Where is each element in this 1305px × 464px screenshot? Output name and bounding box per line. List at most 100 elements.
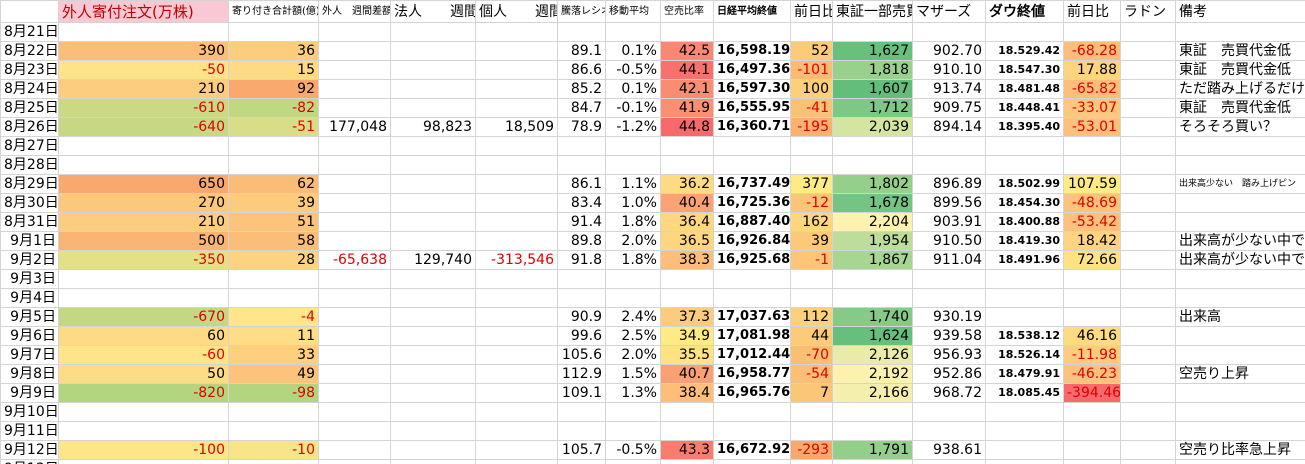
date-cell: 8月21日 (0, 22, 59, 42)
value-cell: 1.8% (605, 250, 661, 270)
value-cell (605, 421, 661, 441)
value-cell: -670 (58, 307, 229, 327)
data-row: 9月11日 (0, 421, 1305, 441)
value-cell: 44.8 (660, 117, 714, 137)
value-cell (1063, 459, 1121, 464)
value-cell: -53.42 (1063, 212, 1121, 232)
remark-cell (1175, 193, 1305, 213)
value-cell (475, 212, 558, 232)
value-cell: -65.82 (1063, 79, 1121, 99)
value-cell (318, 136, 391, 156)
value-cell (985, 155, 1064, 175)
value-cell (475, 459, 558, 464)
value-cell: 16,360.71 (713, 117, 791, 137)
value-cell (790, 269, 833, 289)
value-cell (605, 288, 661, 308)
value-cell (832, 459, 913, 464)
value-cell (912, 136, 986, 156)
value-cell (318, 364, 391, 384)
value-cell: 2.4% (605, 307, 661, 327)
value-cell (912, 459, 986, 464)
value-cell: 39 (228, 193, 319, 213)
remark-cell: 出来高 (1175, 307, 1305, 327)
value-cell (58, 459, 229, 464)
value-cell (390, 288, 476, 308)
value-cell: 18.547.30 (985, 60, 1064, 80)
value-cell (790, 402, 833, 422)
value-cell: 16,887.40 (713, 212, 791, 232)
value-cell (318, 459, 391, 464)
value-cell: 16,555.95 (713, 98, 791, 118)
value-cell: 1.3% (605, 383, 661, 403)
value-cell: 1,607 (832, 79, 913, 99)
remark-cell (1175, 212, 1305, 232)
value-cell (318, 79, 391, 99)
value-cell: 2,126 (832, 345, 913, 365)
remark-cell (1175, 288, 1305, 308)
value-cell: -313,546 (475, 250, 558, 270)
data-row: 9月4日 (0, 288, 1305, 308)
value-cell (390, 136, 476, 156)
value-cell: 177,048 (318, 117, 391, 137)
value-cell: -51 (228, 117, 319, 137)
value-cell (985, 440, 1064, 460)
value-cell (790, 459, 833, 464)
value-cell (1120, 383, 1176, 403)
value-cell: 83.4 (557, 193, 606, 213)
value-cell (58, 155, 229, 175)
value-cell: 36.4 (660, 212, 714, 232)
value-cell (475, 174, 558, 194)
date-cell: 9月5日 (0, 307, 59, 327)
value-cell (475, 41, 558, 61)
value-cell: 2,166 (832, 383, 913, 403)
date-cell: 8月22日 (0, 41, 59, 61)
value-cell: 38.3 (660, 250, 714, 270)
value-cell: 91.8 (557, 250, 606, 270)
remark-cell: 東証 売買代金低 (1175, 41, 1305, 61)
value-cell (832, 136, 913, 156)
value-cell: 36 (228, 41, 319, 61)
remark-cell: 空売り比率急上昇 (1175, 440, 1305, 460)
value-cell (318, 155, 391, 175)
value-cell: -293 (790, 440, 833, 460)
value-cell (390, 79, 476, 99)
value-cell: 902.70 (912, 41, 986, 61)
header-cell: 外人 週間差額 (318, 0, 391, 23)
data-row: 9月9日 -820 -98 109.1 1.3% 38.4 16,965.76 7 2,166 9… (0, 383, 1305, 403)
value-cell (605, 269, 661, 289)
value-cell (1120, 288, 1176, 308)
value-cell (1120, 307, 1176, 327)
value-cell: 18.481.48 (985, 79, 1064, 99)
value-cell (605, 22, 661, 42)
value-cell (832, 402, 913, 422)
date-cell: 9月2日 (0, 250, 59, 270)
value-cell: 112 (790, 307, 833, 327)
value-cell (475, 307, 558, 327)
value-cell: 899.56 (912, 193, 986, 213)
remark-cell (1175, 326, 1305, 346)
value-cell (390, 364, 476, 384)
data-row: 8月26日 -640 -51 177,048 98,823 18,509 78.9 -1.2%… (0, 117, 1305, 137)
remark-cell: ただ踏み上げるだけ (1175, 79, 1305, 99)
value-cell: -0.1% (605, 98, 661, 118)
data-row: 9月12日 -100 -10 105.7 -0.5% 43.3 16,672.92 -293 1… (0, 440, 1305, 460)
value-cell: 89.8 (557, 231, 606, 251)
value-cell (605, 136, 661, 156)
value-cell: -48.69 (1063, 193, 1121, 213)
remark-cell (1175, 421, 1305, 441)
value-cell (318, 269, 391, 289)
header-cell: ダウ終値 (985, 0, 1064, 23)
value-cell (832, 421, 913, 441)
date-cell: 8月24日 (0, 79, 59, 99)
value-cell (912, 421, 986, 441)
date-cell: 9月1日 (0, 231, 59, 251)
value-cell (318, 402, 391, 422)
header-cell: 寄り付き合計額(億) (228, 0, 319, 23)
value-cell (390, 326, 476, 346)
value-cell: -100 (58, 440, 229, 460)
value-cell (605, 155, 661, 175)
remark-cell (1175, 402, 1305, 422)
value-cell (985, 459, 1064, 464)
value-cell: 2.5% (605, 326, 661, 346)
remark-cell (1175, 22, 1305, 42)
